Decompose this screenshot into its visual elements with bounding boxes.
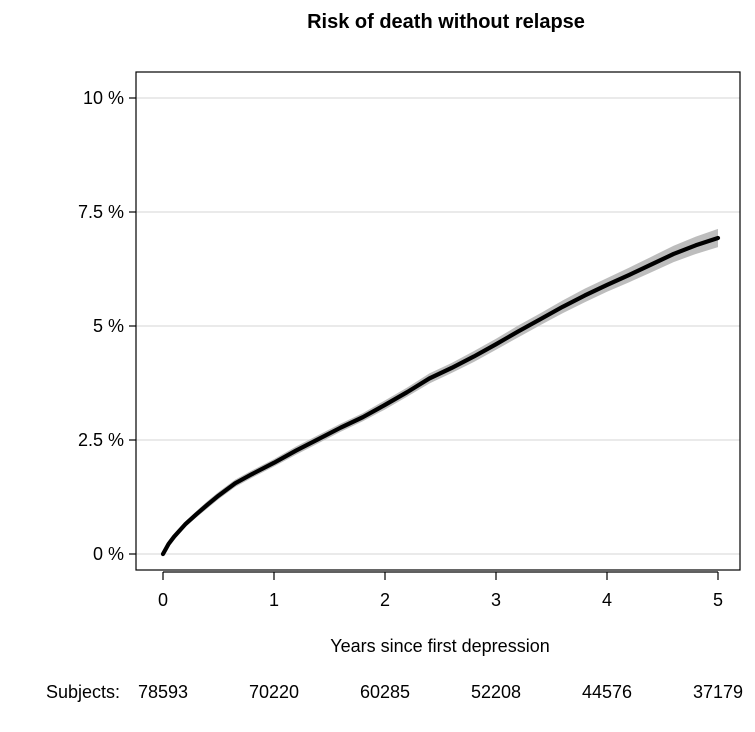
confidence-band — [163, 228, 718, 554]
x-axis: 0 1 2 3 4 5 — [158, 571, 723, 610]
y-tick-label-0: 0 % — [93, 544, 124, 564]
x-tick-label-0: 0 — [158, 590, 168, 610]
risk-table-value-5: 37179 — [693, 682, 743, 702]
x-axis-label: Years since first depression — [330, 636, 549, 656]
risk-table-value-3: 52208 — [471, 682, 521, 702]
series-line-group — [160, 235, 721, 557]
y-tick-label-3: 7.5 % — [78, 202, 124, 222]
x-tick-label-3: 3 — [491, 590, 501, 610]
risk-table-value-4: 44576 — [582, 682, 632, 702]
confidence-band-area — [163, 228, 718, 554]
chart-title: Risk of death without relapse — [307, 11, 585, 33]
grid-lines — [136, 97, 740, 555]
y-tick-label-1: 2.5 % — [78, 430, 124, 450]
series-line — [160, 235, 721, 557]
y-tick-label-4: 10 % — [83, 88, 124, 108]
x-tick-label-5: 5 — [713, 590, 723, 610]
x-tick-label-1: 1 — [269, 590, 279, 610]
risk-table-value-2: 60285 — [360, 682, 410, 702]
plot-frame — [135, 71, 741, 571]
y-axis: 0 % 2.5 % 5 % 7.5 % 10 % — [78, 88, 136, 564]
risk-table-value-0: 78593 — [138, 682, 188, 702]
risk-table-label: Subjects: — [46, 682, 120, 702]
x-tick-label-4: 4 — [602, 590, 612, 610]
y-tick-label-2: 5 % — [93, 316, 124, 336]
risk-table-value-1: 70220 — [249, 682, 299, 702]
risk-table: Subjects: 78593 70220 60285 52208 44576 37179 — [46, 682, 743, 702]
x-tick-label-2: 2 — [380, 590, 390, 610]
